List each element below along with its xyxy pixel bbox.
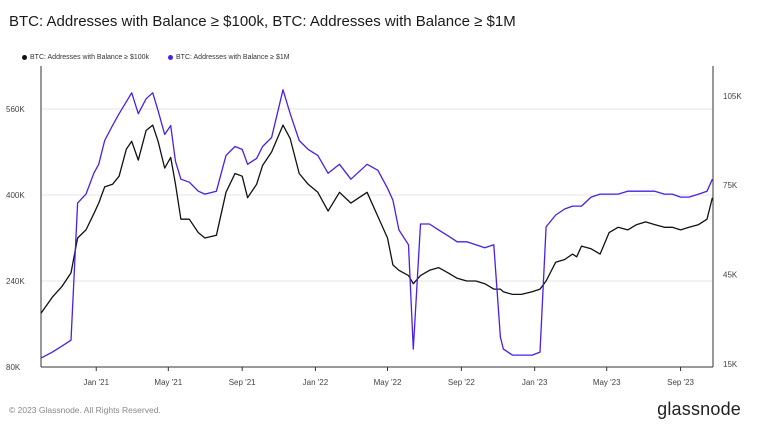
x-tick-label: Sep '21: [229, 378, 256, 387]
x-tick-label: May '21: [154, 378, 182, 387]
copyright-text: © 2023 Glassnode. All Rights Reserved.: [9, 405, 161, 415]
x-tick-label: Jan '22: [303, 378, 329, 387]
glassnode-logo: glassnode: [657, 399, 741, 419]
legend-label-100k: BTC: Addresses with Balance ≥ $100k: [30, 54, 150, 61]
legend-item-1m[interactable]: BTC: Addresses with Balance ≥ $1M: [168, 54, 290, 61]
series-line-100k: [40, 124, 714, 314]
y-left-tick-label: 400K: [6, 191, 25, 200]
legend-dot-1m-icon: [168, 55, 173, 60]
y-right-tick-label: 45K: [723, 271, 738, 280]
legend-dot-100k-icon: [22, 55, 27, 60]
y-left-tick-label: 80K: [6, 363, 21, 372]
y-left-tick-label: 560K: [6, 105, 25, 114]
y-right-tick-label: 75K: [723, 181, 738, 190]
x-tick-label: Jan '21: [83, 378, 109, 387]
y-right-tick-label: 15K: [723, 360, 738, 369]
y-left-tick-label: 240K: [6, 277, 25, 286]
legend-item-100k[interactable]: BTC: Addresses with Balance ≥ $100k: [22, 54, 149, 61]
chart-title: BTC: Addresses with Balance ≥ $100k, BTC…: [9, 13, 516, 30]
x-tick-label: Sep '23: [667, 378, 694, 387]
x-tick-label: Sep '22: [448, 378, 475, 387]
x-tick-label: May '22: [374, 378, 402, 387]
series-line-1m: [40, 89, 713, 359]
legend-label-1m: BTC: Addresses with Balance ≥ $1M: [176, 54, 290, 61]
x-tick-label: Jan '23: [522, 378, 548, 387]
x-tick-label: May '23: [593, 378, 621, 387]
y-right-tick-label: 105K: [723, 92, 742, 101]
